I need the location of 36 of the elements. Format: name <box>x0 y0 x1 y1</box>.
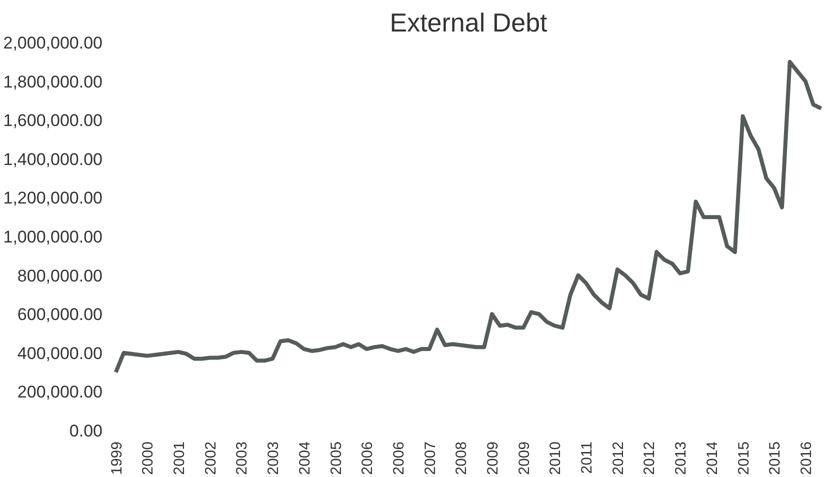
y-tick-label: 600,000.00 <box>17 305 103 324</box>
x-tick-label: 2003 <box>265 441 282 475</box>
y-tick-label: 1,600,000.00 <box>3 111 103 130</box>
x-tick-label: 2010 <box>547 441 564 475</box>
x-tick-label: 2015 <box>766 441 784 475</box>
x-tick-label: 2011 <box>578 441 596 474</box>
x-tick-label: 2005 <box>328 441 345 475</box>
y-tick-label: 1,200,000.00 <box>3 188 103 208</box>
y-tick-label: 200,000.00 <box>17 382 103 402</box>
x-tick-label: 2016 <box>798 441 815 475</box>
x-tick-label: 2004 <box>296 441 314 475</box>
y-tick-label: 1,000,000.00 <box>3 228 103 246</box>
x-tick-label: 1999 <box>108 441 126 475</box>
y-tick-label: 1,400,000.00 <box>3 150 103 169</box>
y-tick-label: 2,000,000.00 <box>3 34 103 52</box>
x-tick-label: 2006 <box>359 441 376 475</box>
x-tick-label: 2001 <box>171 441 188 475</box>
x-tick-label: 2009 <box>484 441 502 475</box>
x-tick-label: 2012 <box>610 441 627 475</box>
line-series <box>114 60 824 374</box>
x-tick-label: 2008 <box>453 441 470 475</box>
x-tick-label: 2000 <box>140 441 157 475</box>
x-tick-label: 2009 <box>516 441 533 475</box>
x-tick-label: 2002 <box>202 441 220 475</box>
x-tick-label: 2014 <box>704 441 721 475</box>
x-tick-label: 2013 <box>672 441 690 475</box>
x-tick-label: 2012 <box>641 441 658 475</box>
y-tick-label: 0.00 <box>69 422 103 440</box>
y-tick-label: 1,800,000.00 <box>3 72 103 92</box>
x-tick-label: 2003 <box>234 441 251 475</box>
x-tick-label: 2006 <box>390 441 408 475</box>
x-tick-label: 2007 <box>422 441 439 475</box>
x-tick-label: 2015 <box>735 441 752 475</box>
y-tick-label: 400,000.00 <box>17 344 103 363</box>
chart-title: External Debt <box>390 8 548 38</box>
y-tick-label: 800,000.00 <box>17 266 103 286</box>
